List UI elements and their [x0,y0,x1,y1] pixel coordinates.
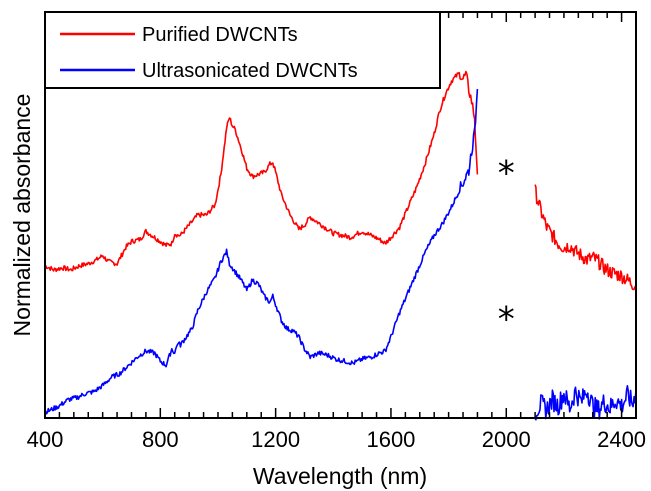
series-layer [44,70,637,421]
x-tick-label-400: 400 [27,427,64,452]
legend-label-purified: Purified DWCNTs [142,24,298,46]
series-line-purified-segment-1 [44,70,479,273]
x-tick-label-1200: 1200 [251,427,300,452]
legend-label-ultrasonicated: Ultrasonicated DWCNTs [142,60,358,82]
x-tick-label-800: 800 [142,427,179,452]
x-axis-title: Wavelength (nm) [253,463,427,489]
annotation-asterisk-2: * [498,300,515,340]
x-tick-label-2400: 2400 [597,427,646,452]
x-tick-label-2000: 2000 [482,427,531,452]
series-line-purified-segment-2 [534,184,637,291]
series-line-ultrasonicated-segment-1 [44,89,479,415]
y-axis-title: Normalized absorbance [9,94,35,337]
x-tick-label-1600: 1600 [366,427,415,452]
series-line-ultrasonicated-segment-2 [534,385,637,421]
tick-layer: 400 800 1200 1600 2000 2400 [27,12,646,452]
annotation-asterisk-1: * [498,153,515,193]
annotation-layer: ** [498,153,515,339]
legend: Purified DWCNTs Ultrasonicated DWCNTs [44,11,441,89]
legend-box [44,11,441,89]
